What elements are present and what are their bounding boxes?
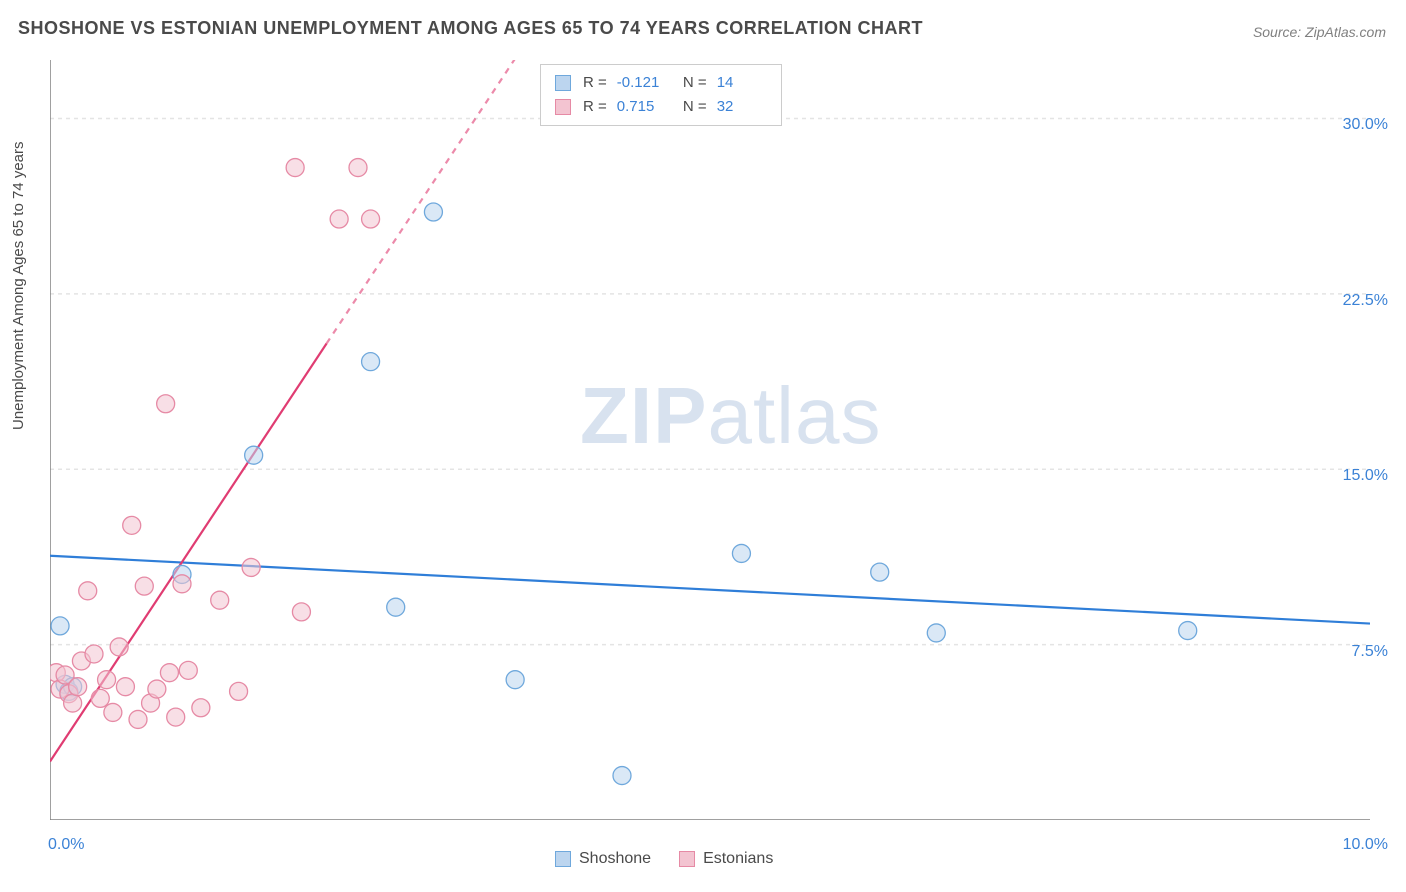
legend-swatch (555, 851, 571, 867)
legend-item: Estonians (679, 850, 773, 868)
stat-n-value: 14 (717, 71, 767, 95)
series-legend: Shoshone Estonians (555, 850, 773, 868)
stat-r-label: R = (583, 95, 607, 119)
y-axis-label: Unemployment Among Ages 65 to 74 years (10, 141, 27, 430)
legend-swatch (555, 99, 571, 115)
stats-legend: R = -0.121 N = 14 R = 0.715 N = 32 (540, 64, 782, 126)
scatter-plot (50, 60, 1370, 820)
legend-label: Shoshone (579, 850, 651, 868)
y-tick-label: 22.5% (1343, 292, 1388, 310)
legend-swatch (679, 851, 695, 867)
y-tick-label: 30.0% (1343, 116, 1388, 134)
x-tick-label: 10.0% (1343, 836, 1388, 854)
stat-r-value: -0.121 (617, 71, 667, 95)
stat-r-value: 0.715 (617, 95, 667, 119)
legend-swatch (555, 75, 571, 91)
x-tick-label: 0.0% (48, 836, 84, 854)
stat-n-label: N = (679, 71, 707, 95)
stats-legend-row: R = 0.715 N = 32 (555, 95, 767, 119)
stat-r-label: R = (583, 71, 607, 95)
source-attribution: Source: ZipAtlas.com (1253, 24, 1386, 40)
chart-container: SHOSHONE VS ESTONIAN UNEMPLOYMENT AMONG … (0, 0, 1406, 892)
stat-n-label: N = (679, 95, 707, 119)
legend-label: Estonians (703, 850, 773, 868)
legend-item: Shoshone (555, 850, 651, 868)
stats-legend-row: R = -0.121 N = 14 (555, 71, 767, 95)
chart-title: SHOSHONE VS ESTONIAN UNEMPLOYMENT AMONG … (18, 18, 923, 39)
y-tick-label: 15.0% (1343, 467, 1388, 485)
stat-n-value: 32 (717, 95, 767, 119)
y-tick-label: 7.5% (1352, 643, 1388, 661)
